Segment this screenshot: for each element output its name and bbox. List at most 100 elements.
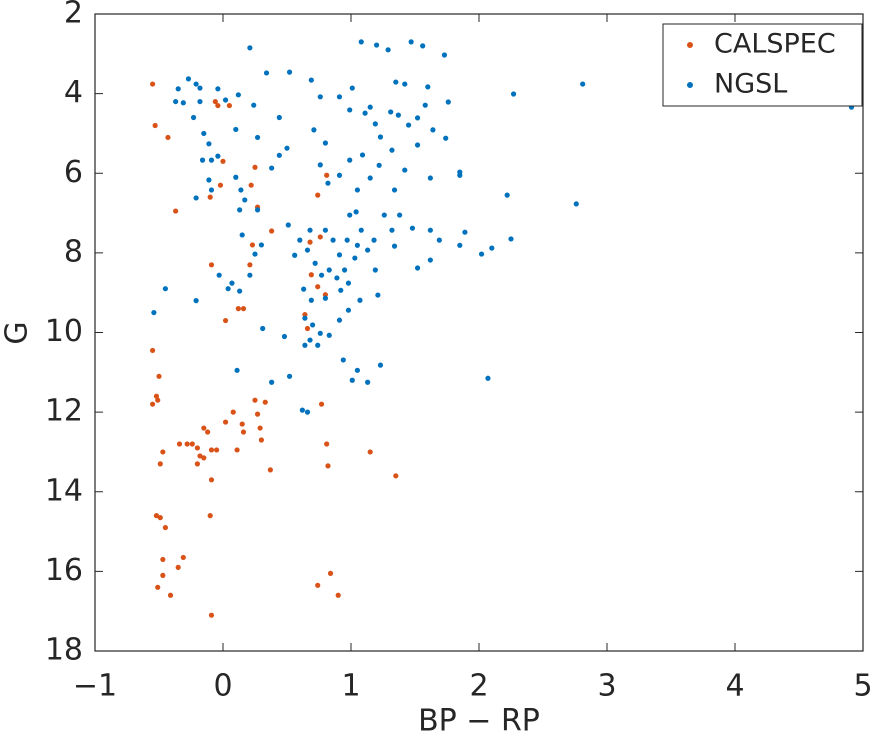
scatter-point bbox=[457, 172, 463, 178]
x-tick-label: 0 bbox=[213, 669, 232, 704]
scatter-point bbox=[193, 81, 199, 87]
scatter-point bbox=[286, 69, 293, 75]
scatter-point bbox=[258, 437, 264, 443]
scatter-point bbox=[324, 172, 330, 178]
scatter-point bbox=[311, 127, 317, 133]
y-tick-label: 2 bbox=[64, 0, 83, 31]
scatter-point bbox=[345, 280, 352, 286]
scatter-point bbox=[185, 76, 192, 82]
scatter-point bbox=[212, 98, 218, 105]
scatter-point bbox=[388, 109, 394, 115]
scatter-point bbox=[324, 441, 330, 447]
scatter-point bbox=[207, 194, 213, 200]
scatter-point bbox=[349, 85, 355, 91]
scatter-point bbox=[234, 447, 240, 453]
scatter-point bbox=[281, 333, 288, 340]
scatter-point bbox=[304, 247, 311, 253]
scatter-point bbox=[155, 584, 161, 590]
scatter-point bbox=[354, 367, 360, 373]
scatter-point bbox=[157, 515, 163, 521]
scatter-point bbox=[317, 162, 323, 168]
scatter-point bbox=[160, 556, 166, 563]
scatter-point bbox=[362, 110, 368, 116]
scatter-point bbox=[393, 473, 399, 479]
scatter-point bbox=[240, 306, 247, 312]
scatter-point bbox=[222, 317, 229, 324]
scatter-point bbox=[349, 377, 355, 383]
scatter-point bbox=[205, 429, 211, 435]
scatter-point bbox=[318, 401, 325, 407]
scatter-point bbox=[402, 81, 408, 87]
scatter-point bbox=[189, 441, 195, 447]
scatter-point bbox=[184, 441, 190, 447]
scatter-point bbox=[338, 287, 344, 293]
scatter-point bbox=[215, 86, 221, 92]
scatter-point bbox=[377, 134, 384, 140]
scatter-point bbox=[269, 228, 275, 234]
y-tick-label: 10 bbox=[45, 314, 83, 349]
scatter-point bbox=[242, 197, 248, 203]
scatter-point bbox=[150, 401, 156, 407]
scatter-point bbox=[336, 94, 343, 100]
y-tick-label: 12 bbox=[45, 394, 83, 429]
scatter-point bbox=[247, 272, 253, 278]
scatter-point bbox=[239, 421, 245, 427]
scatter-point bbox=[230, 409, 236, 415]
scatter-point bbox=[367, 449, 373, 455]
scatter-point bbox=[308, 297, 314, 303]
legend-marker bbox=[687, 42, 693, 48]
scatter-point bbox=[317, 94, 323, 100]
scatter-point bbox=[445, 99, 451, 105]
scatter-point bbox=[237, 207, 243, 213]
scatter-point bbox=[325, 463, 331, 469]
scatter-point bbox=[222, 419, 229, 425]
scatter-point bbox=[395, 112, 401, 118]
scatter-point bbox=[194, 461, 200, 467]
scatter-point bbox=[310, 322, 316, 328]
scatter-point bbox=[427, 227, 433, 233]
scatter-point bbox=[180, 554, 186, 561]
scatter-point bbox=[206, 141, 212, 147]
scatter-point bbox=[358, 227, 364, 233]
scatter-point bbox=[301, 286, 307, 292]
scatter-point bbox=[485, 375, 491, 381]
scatter-point bbox=[162, 524, 168, 531]
scatter-point bbox=[201, 425, 207, 431]
scatter-point bbox=[427, 175, 433, 181]
scatter-point bbox=[334, 275, 340, 281]
legend: CALSPEC NGSL bbox=[662, 23, 863, 107]
scatter-point bbox=[180, 100, 186, 106]
scatter-point bbox=[208, 477, 215, 483]
scatter-point bbox=[371, 237, 377, 243]
scatter-point bbox=[367, 175, 373, 181]
legend-label: CALSPEC bbox=[714, 29, 836, 60]
scatter-point bbox=[322, 227, 328, 233]
scatter-point bbox=[201, 455, 207, 461]
scatter-point bbox=[254, 134, 261, 141]
scatter-point bbox=[285, 222, 291, 228]
scatter-point bbox=[389, 227, 395, 233]
scatter-point bbox=[302, 342, 308, 348]
scatter-point bbox=[347, 107, 353, 113]
scatter-point bbox=[326, 332, 332, 338]
scatter-point bbox=[254, 207, 261, 213]
scatter-point bbox=[199, 157, 206, 163]
scatter-point bbox=[173, 98, 179, 105]
scatter-point bbox=[414, 115, 421, 121]
scatter-point bbox=[284, 145, 290, 151]
scatter-point bbox=[176, 441, 183, 447]
scatter-point bbox=[327, 570, 334, 576]
scatter-point bbox=[312, 260, 318, 266]
legend-marker bbox=[687, 82, 693, 88]
scatter-point bbox=[276, 152, 282, 158]
scatter-point bbox=[302, 311, 308, 318]
scatter-point bbox=[318, 272, 325, 278]
scatter-point bbox=[162, 286, 168, 292]
scatter-point bbox=[372, 121, 378, 127]
scatter-point bbox=[269, 379, 275, 385]
scatter-point bbox=[389, 147, 395, 153]
scatter-point bbox=[249, 242, 256, 248]
scatter-point bbox=[153, 513, 160, 519]
scatter-point bbox=[150, 81, 156, 87]
scatter-point bbox=[336, 317, 343, 323]
